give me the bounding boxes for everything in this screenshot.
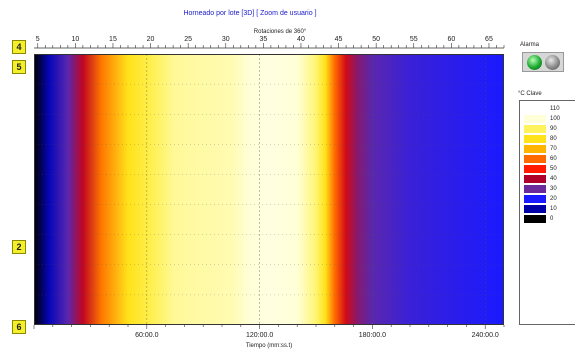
top-axis-title: Rotaciones de 360° <box>253 29 307 35</box>
legend-item: 90 <box>524 125 575 133</box>
legend-swatch <box>524 145 546 153</box>
chart-title: Horneado por lote [3D] [ Zoom de usuario… <box>183 10 317 17</box>
legend-swatch <box>524 205 546 213</box>
top-tick-label: 10 <box>71 36 79 43</box>
bottom-tick-label: 60:00.0 <box>135 332 158 339</box>
bottom-tick-label: 240:00.0 <box>472 332 499 339</box>
legend-swatch <box>524 105 546 113</box>
marker-2[interactable]: 2 <box>12 240 26 254</box>
top-tick-label: 55 <box>410 36 418 43</box>
top-tick-label: 15 <box>109 36 117 43</box>
plot-frame <box>34 54 504 325</box>
legend-swatch <box>524 165 546 173</box>
top-tick-label: 50 <box>372 36 380 43</box>
x-axis-title: Tiempo (mm:ss.t) <box>246 343 292 349</box>
legend-value: 80 <box>550 136 557 142</box>
alarm-panel <box>522 52 564 72</box>
top-tick-label: 5 <box>36 36 40 43</box>
alarm-led-gray-icon[interactable] <box>545 55 560 70</box>
legend-item: 100 <box>524 115 575 123</box>
top-tick-label: 60 <box>447 36 455 43</box>
legend-swatch <box>524 185 546 193</box>
alarm-led-green-icon[interactable] <box>527 55 542 70</box>
legend-value: 0 <box>550 216 554 222</box>
top-tick-label: 45 <box>335 36 343 43</box>
temperature-legend: 110 100 90 80 70 60 50 40 30 20 10 0 <box>519 100 575 325</box>
legend-title: °C Clave <box>518 91 542 97</box>
legend-value: 90 <box>550 126 557 132</box>
legend-item: 110 <box>524 105 575 113</box>
legend-item: 30 <box>524 185 575 193</box>
legend-value: 50 <box>550 166 557 172</box>
marker-6[interactable]: 6 <box>12 320 26 334</box>
bottom-axis: 60:00.0 120:00.0 180:00.0 240:00.0 <box>33 325 505 339</box>
legend-swatch <box>524 135 546 143</box>
top-tick-label: 40 <box>297 36 305 43</box>
top-tick-label: 20 <box>147 36 155 43</box>
top-tick-label: 25 <box>184 36 192 43</box>
top-tick-label: 35 <box>259 36 267 43</box>
legend-swatch <box>524 155 546 163</box>
legend-value: 60 <box>550 156 557 162</box>
legend-value: 40 <box>550 176 557 182</box>
legend-value: 10 <box>550 206 557 212</box>
grid-lines <box>34 54 504 325</box>
legend-item: 0 <box>524 215 575 223</box>
legend-swatch <box>524 195 546 203</box>
marker-5[interactable]: 5 <box>12 60 26 74</box>
legend-item: 80 <box>524 135 575 143</box>
top-tick-label: 30 <box>222 36 230 43</box>
legend-item: 60 <box>524 155 575 163</box>
legend-value: 110 <box>550 106 560 112</box>
marker-4[interactable]: 4 <box>12 40 26 54</box>
legend-value: 100 <box>550 116 561 122</box>
bottom-tick-label: 180:00.0 <box>359 332 386 339</box>
legend-item: 70 <box>524 145 575 153</box>
legend-item: 40 <box>524 175 575 183</box>
legend-item: 50 <box>524 165 575 173</box>
alarm-label: Alarma <box>520 42 540 48</box>
bottom-tick-label: 120:00.0 <box>246 332 273 339</box>
legend-item: 20 <box>524 195 575 203</box>
legend-value: 70 <box>550 146 557 152</box>
legend-value: 20 <box>550 196 557 202</box>
legend-swatch <box>524 115 546 123</box>
legend-swatch <box>524 215 546 223</box>
heatmap-area <box>34 54 504 325</box>
legend-item: 10 <box>524 205 575 213</box>
legend-swatch <box>524 125 546 133</box>
top-axis: 5 10 15 20 25 30 35 40 45 50 55 60 65 <box>34 36 505 49</box>
top-tick-label: 65 <box>485 36 493 43</box>
legend-swatch <box>524 175 546 183</box>
legend-value: 30 <box>550 186 557 192</box>
